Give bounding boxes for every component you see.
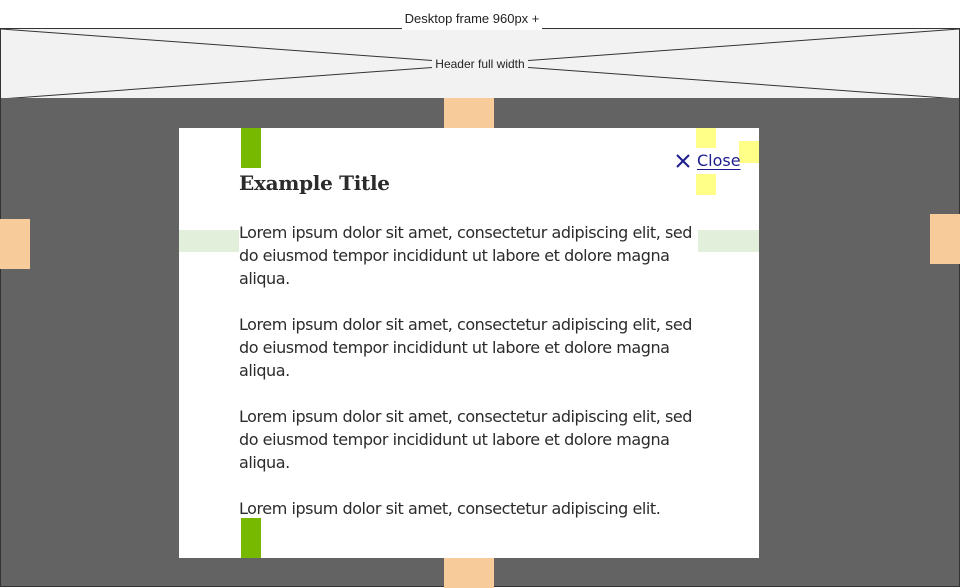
body-paragraph: Lorem ipsum dolor sit amet, consectetur … [239,407,692,472]
body-paragraph: Lorem ipsum dolor sit amet, consectetur … [239,223,692,288]
spacing-marker-left [0,219,30,269]
spacing-marker-green-bottom [241,518,261,558]
spacing-marker-green-top [241,128,261,168]
desktop-frame-label: Desktop frame 960px + [402,8,542,30]
modal-title: Example Title [239,171,390,195]
modal-dialog [179,128,759,558]
padding-marker-left [179,230,239,252]
close-padding-marker-right [739,141,759,163]
modal-body: Lorem ipsum dolor sit amet, consectetur … [239,221,699,543]
close-icon [676,154,690,168]
close-padding-marker-bottom [696,174,716,195]
header-label: Header full width [432,56,528,72]
close-button[interactable]: Close [674,148,741,172]
body-paragraph: Lorem ipsum dolor sit amet, consectetur … [239,499,661,518]
spacing-marker-bottom [444,558,494,588]
spacing-marker-right [930,214,960,264]
close-link-label[interactable]: Close [697,150,741,170]
close-padding-marker-top [696,128,716,148]
body-paragraph: Lorem ipsum dolor sit amet, consectetur … [239,315,692,380]
spacing-marker-top [444,98,494,128]
padding-marker-right [698,230,759,252]
